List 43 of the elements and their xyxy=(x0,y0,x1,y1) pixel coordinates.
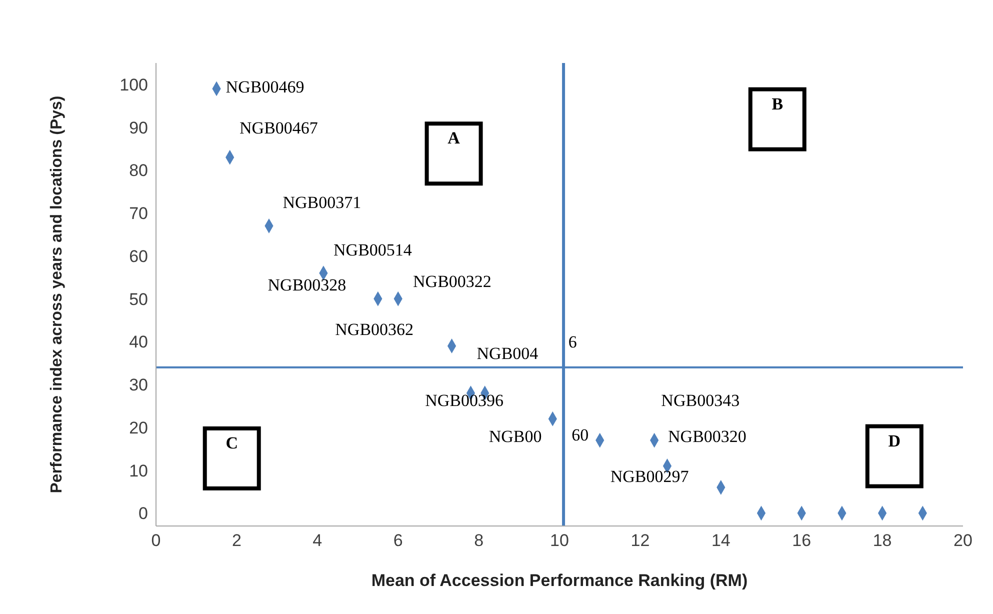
x-tick-label: 8 xyxy=(474,531,484,550)
annotation: C xyxy=(226,433,238,452)
y-tick-label: 70 xyxy=(129,204,148,224)
y-tick-label: 10 xyxy=(129,461,148,480)
annotation: B xyxy=(772,94,784,114)
x-tick-label: 14 xyxy=(711,531,730,550)
annotation: NGB00396 xyxy=(425,390,504,410)
x-tick-label: 6 xyxy=(393,531,403,550)
annotation: NGB00328 xyxy=(268,276,346,295)
annotation: NGB004 xyxy=(476,344,539,364)
y-axis-title: Performance index across years and locations (Pys) xyxy=(48,96,66,494)
annotation: NGB00467 xyxy=(240,118,318,138)
x-tick-label: 0 xyxy=(151,531,161,550)
y-tick-label: 90 xyxy=(129,118,148,138)
annotation: D xyxy=(888,431,901,450)
annotation: NGB00514 xyxy=(334,240,412,260)
y-tick-label: 0 xyxy=(138,504,148,524)
annotation: A xyxy=(448,128,461,148)
annotation: NGB00 xyxy=(488,426,542,446)
x-tick-label: 2 xyxy=(232,531,242,550)
y-tick-label: 30 xyxy=(129,376,148,395)
annotation: NGB00320 xyxy=(668,426,746,446)
annotation: NGB00362 xyxy=(335,320,414,340)
x-tick-label: 20 xyxy=(954,531,972,550)
y-tick-label: 100 xyxy=(120,75,148,94)
annotation: NGB00371 xyxy=(282,192,362,212)
annotation: NGB00469 xyxy=(226,78,304,97)
x-tick-label: 18 xyxy=(872,531,892,550)
y-tick-label: 40 xyxy=(129,332,148,352)
y-tick-label: 80 xyxy=(129,161,148,180)
x-tick-label: 10 xyxy=(550,531,569,550)
y-tick-label: 20 xyxy=(129,418,148,438)
x-tick-label: 12 xyxy=(630,531,650,550)
x-axis-title: Mean of Accession Performance Ranking (RM) xyxy=(371,571,748,590)
x-tick-label: 4 xyxy=(312,531,322,550)
y-tick-label: 50 xyxy=(129,290,148,309)
annotation: NGB00322 xyxy=(413,272,492,291)
y-tick-label: 60 xyxy=(129,246,148,266)
annotation: 6 xyxy=(568,332,577,352)
annotation: NGB00297 xyxy=(610,466,690,486)
x-tick-label: 16 xyxy=(792,531,812,550)
annotation: 60 xyxy=(572,425,589,444)
annotation: NGB00343 xyxy=(661,390,740,410)
